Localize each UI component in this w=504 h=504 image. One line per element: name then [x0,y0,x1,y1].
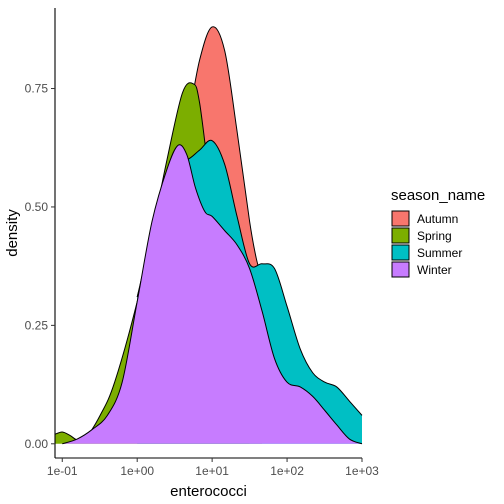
density-area-winter [62,144,362,444]
density-areas [54,26,363,445]
x-tick-label: 1e+03 [345,464,379,478]
legend-label-summer: Summer [417,246,462,260]
axes: 1e-01 1e+00 1e+01 1e+02 1e+03 0.00 0.25 0.50 0.7… [25,8,379,478]
y-tick-label: 0.75 [25,82,49,96]
y-axis-title: density [4,209,21,257]
legend-label-winter: Winter [417,263,452,277]
legend-key-summer [391,244,410,261]
y-tick-label: 0.25 [25,318,49,332]
density-outline-winter [62,144,363,445]
legend-title: season_name [391,187,485,204]
x-tick-label: 1e+01 [195,464,229,478]
legend: season_name Autumn Spring Summer Winter [391,187,485,278]
legend-label-autumn: Autumn [417,212,458,226]
x-tick-label: 1e+00 [120,464,154,478]
y-tick-label: 0.50 [25,200,49,214]
x-axis-title: enterococci [170,483,247,500]
legend-key-autumn [391,210,410,227]
legend-key-winter [391,261,410,278]
x-tick-label: 1e+02 [270,464,304,478]
y-tick-label: 0.00 [25,437,49,451]
legend-label-spring: Spring [417,229,452,243]
x-tick-label: 1e-01 [47,464,78,478]
legend-key-spring [391,227,410,244]
